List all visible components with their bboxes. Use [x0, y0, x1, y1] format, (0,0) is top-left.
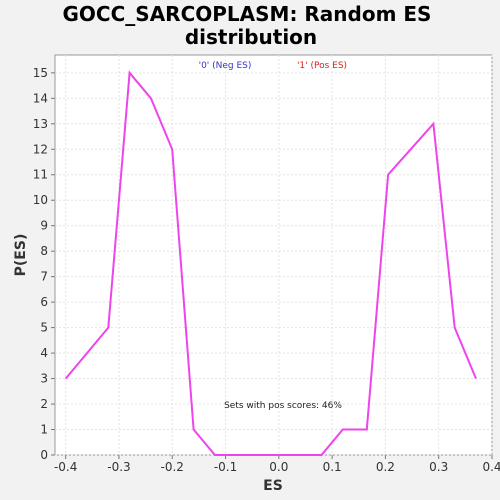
y-tick-label: 0	[40, 448, 48, 462]
grid	[55, 55, 493, 456]
x-tick-label: -0.1	[214, 460, 237, 474]
y-tick-label: 9	[40, 219, 48, 233]
axis-ticks: -0.4 -0.3 -0.2 -0.1 0.0 0.1 0.2 0.3 0.4012345678…	[33, 66, 500, 474]
x-tick-label: 0.0	[269, 460, 288, 474]
y-tick-label: 8	[40, 244, 48, 258]
x-tick-label: 0.1	[323, 460, 342, 474]
y-tick-label: 14	[33, 91, 48, 105]
plot-area	[54, 54, 493, 456]
x-tick-label: 0.3	[429, 460, 448, 474]
x-tick-label: 0.2	[376, 460, 395, 474]
pos-scores-annotation: Sets with pos scores: 46%	[224, 401, 342, 411]
y-tick-label: 4	[40, 346, 48, 360]
legend-neg-es: '0' (Neg ES)	[199, 61, 252, 71]
chart-title-line1: GOCC_SARCOPLASM: Random ES	[63, 2, 432, 26]
y-tick-label: 7	[40, 270, 48, 284]
y-tick-label: 12	[33, 142, 48, 156]
x-tick-label: -0.2	[161, 460, 184, 474]
y-tick-label: 15	[33, 66, 48, 80]
series-layer	[64, 70, 477, 456]
x-tick-label: 0.4	[482, 460, 500, 474]
chart-title-line2: distribution	[185, 25, 317, 49]
x-tick-label: -0.4	[54, 460, 77, 474]
y-tick-label: 10	[33, 193, 48, 207]
y-tick-label: 5	[40, 321, 48, 335]
y-tick-label: 6	[40, 295, 48, 309]
y-tick-label: 11	[33, 168, 48, 182]
y-tick-label: 13	[33, 117, 48, 131]
y-tick-label: 2	[40, 397, 48, 411]
es-distribution-line	[64, 70, 477, 456]
y-axis-label: P(ES)	[13, 234, 29, 277]
y-tick-label: 1	[40, 423, 48, 437]
x-axis-label: ES	[263, 478, 283, 494]
legend-pos-es: '1' (Pos ES)	[297, 61, 347, 71]
x-tick-label: -0.3	[107, 460, 130, 474]
y-tick-label: 3	[40, 372, 48, 386]
